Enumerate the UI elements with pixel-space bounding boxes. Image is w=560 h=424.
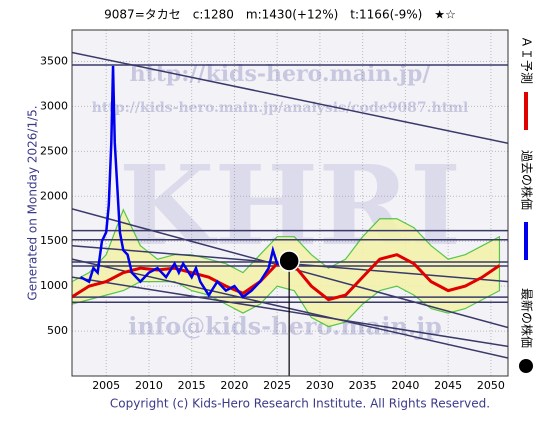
y-tick-label: 3500	[40, 54, 68, 67]
x-tick-label: 2015	[178, 379, 206, 392]
side-label: Generated on Monday 2026/1/5.	[26, 105, 40, 300]
plot: http://kids-hero.main.jp/http://kids-her…	[72, 30, 508, 376]
legend-swatch	[524, 222, 528, 260]
y-tick-label: 1000	[40, 279, 68, 292]
y-tick-label: 500	[47, 324, 68, 337]
x-tick-label: 2050	[477, 379, 505, 392]
x-tick-label: 2040	[391, 379, 419, 392]
x-tick-label: 2030	[306, 379, 334, 392]
legend-label: ＡＩ予測	[520, 36, 534, 84]
y-tick-label: 2000	[40, 189, 68, 202]
footer: Copyright (c) Kids-Hero Research Institu…	[110, 397, 490, 411]
x-tick-label: 2035	[349, 379, 377, 392]
trend-line	[72, 51, 508, 144]
series-line	[79, 65, 287, 299]
plot-area	[72, 30, 508, 376]
x-tick-label: 2010	[135, 379, 163, 392]
chart-title: 9087=タカセ c:1280 m:1430(+12%) t:1166(-9%)…	[104, 8, 456, 22]
watermark: http://kids-hero.main.jp/analysis/code90…	[92, 100, 469, 116]
legend-swatch	[524, 92, 528, 130]
legend-label: 過去の株価	[520, 150, 535, 210]
y-tick-label: 1500	[40, 234, 68, 247]
x-tick-label: 2025	[263, 379, 291, 392]
legend-label: 最新の株価	[520, 288, 535, 348]
legend-swatch	[519, 359, 533, 373]
y-tick-label: 2500	[40, 144, 68, 157]
y-tick-label: 3000	[40, 99, 68, 112]
x-tick-label: 2045	[434, 379, 462, 392]
x-tick-label: 2020	[220, 379, 248, 392]
plot-frame	[71, 29, 509, 377]
trend-line	[72, 276, 508, 348]
watermark: info@kids-hero.main.jp	[128, 312, 442, 341]
x-tick-label: 2005	[92, 379, 120, 392]
latest-point	[278, 250, 300, 272]
